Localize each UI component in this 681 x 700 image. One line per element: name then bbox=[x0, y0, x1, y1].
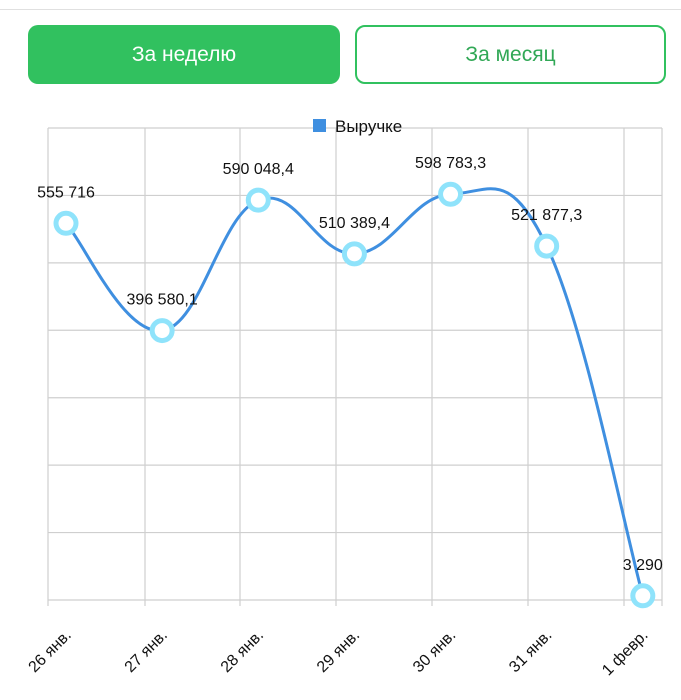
data-label-7: 3 290 bbox=[623, 557, 663, 574]
data-label-5: 598 783,3 bbox=[415, 155, 486, 172]
top-divider bbox=[0, 9, 681, 10]
data-label-3: 590 048,4 bbox=[223, 161, 294, 178]
data-point-1 bbox=[53, 210, 79, 236]
legend-label: Выручке bbox=[335, 117, 402, 136]
x-tick-label-7: 1 февр. bbox=[599, 627, 652, 680]
revenue-line-chart: Выручке 555 716 396 580,1 590 048,4 510 389… bbox=[26, 117, 663, 680]
tab-month[interactable]: За месяц bbox=[355, 25, 666, 84]
data-point-7 bbox=[630, 583, 656, 609]
x-tick-label-4: 29 янв. bbox=[314, 627, 363, 676]
x-tick-label-5: 30 янв. bbox=[410, 627, 459, 676]
x-tick-label-2: 27 янв. bbox=[122, 627, 171, 676]
x-tick-layer: 26 янв. 27 янв. 28 янв. 29 янв. 30 янв. 31 ян… bbox=[26, 627, 652, 680]
data-point-6 bbox=[534, 233, 560, 259]
data-label-2: 396 580,1 bbox=[127, 292, 198, 309]
data-point-4 bbox=[341, 241, 367, 267]
x-tick-label-6: 31 янв. bbox=[506, 627, 555, 676]
data-label-6: 521 877,3 bbox=[511, 207, 582, 224]
x-tick-label-1: 26 янв. bbox=[26, 627, 75, 676]
tab-week[interactable]: За неделю bbox=[28, 25, 340, 84]
x-tick-label-3: 28 янв. bbox=[218, 627, 267, 676]
data-point-2 bbox=[149, 318, 175, 344]
data-label-layer: 555 716 396 580,1 590 048,4 510 389,4 598 78… bbox=[37, 155, 663, 574]
data-label-4: 510 389,4 bbox=[319, 215, 390, 232]
series-layer bbox=[53, 181, 656, 609]
data-label-1: 555 716 bbox=[37, 184, 95, 201]
chart-legend: Выручке bbox=[313, 117, 402, 136]
legend-swatch bbox=[313, 119, 326, 132]
chart-grid bbox=[47, 127, 663, 606]
data-point-5 bbox=[438, 181, 464, 207]
data-point-3 bbox=[245, 187, 271, 213]
